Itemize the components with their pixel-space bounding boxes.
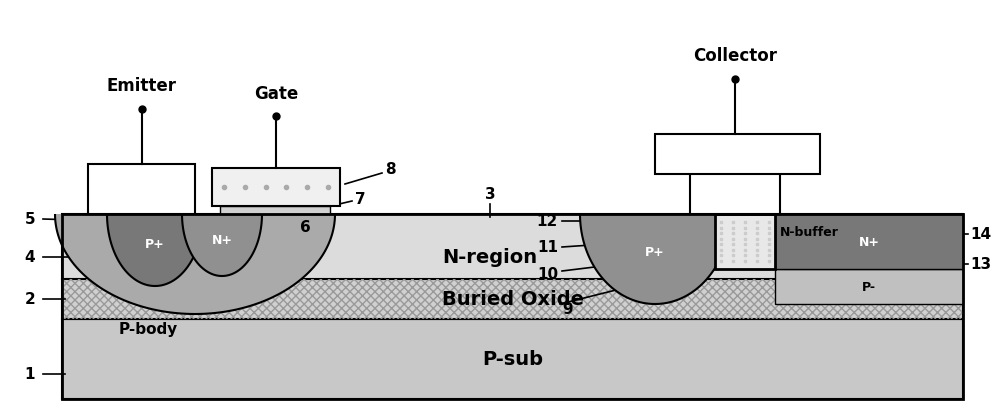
Text: P+: P+ <box>145 238 165 251</box>
Text: 6: 6 <box>300 220 310 235</box>
Text: P+: P+ <box>645 246 665 259</box>
Text: 9: 9 <box>563 302 573 317</box>
Bar <box>62 279 963 319</box>
Text: 5: 5 <box>25 212 35 227</box>
PathPatch shape <box>182 214 262 276</box>
Text: Emitter: Emitter <box>106 77 176 95</box>
Text: P-body: P-body <box>118 322 178 337</box>
Bar <box>62 279 963 319</box>
Text: 3: 3 <box>485 187 495 202</box>
Text: 13: 13 <box>970 257 991 272</box>
PathPatch shape <box>107 214 203 286</box>
PathPatch shape <box>580 214 730 304</box>
Bar <box>715 214 775 269</box>
Bar <box>775 269 963 304</box>
Text: N+: N+ <box>858 235 880 248</box>
Text: N-region: N-region <box>442 247 538 266</box>
Text: 4: 4 <box>25 250 35 265</box>
Text: P-: P- <box>862 280 876 293</box>
Text: N+: N+ <box>212 234 232 247</box>
Text: 2: 2 <box>25 292 35 307</box>
Text: 14: 14 <box>970 227 991 242</box>
Text: 1: 1 <box>25 367 35 382</box>
Bar <box>220 206 330 214</box>
Bar <box>62 319 963 399</box>
Text: N-buffer: N-buffer <box>780 225 839 238</box>
Bar <box>62 214 963 279</box>
Text: 7: 7 <box>355 192 365 207</box>
Text: P-sub: P-sub <box>482 350 543 369</box>
Text: 8: 8 <box>385 162 395 177</box>
Text: Buried Oxide: Buried Oxide <box>442 290 584 309</box>
Bar <box>775 214 963 269</box>
Text: 11: 11 <box>537 240 558 255</box>
Bar <box>655 135 820 175</box>
Bar <box>88 165 195 214</box>
Text: Gate: Gate <box>254 85 298 103</box>
Bar <box>212 169 340 206</box>
Bar <box>690 157 780 214</box>
Bar <box>62 214 963 399</box>
Text: 10: 10 <box>537 267 558 282</box>
PathPatch shape <box>55 214 335 314</box>
Text: 12: 12 <box>537 214 558 229</box>
Text: Collector: Collector <box>693 47 777 65</box>
